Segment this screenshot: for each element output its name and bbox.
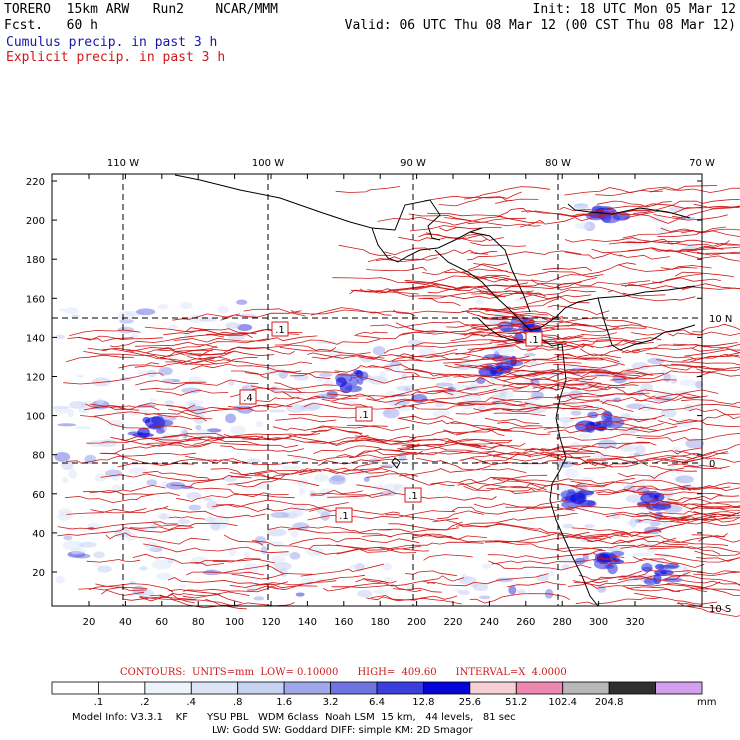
y-tick-label: 160 xyxy=(26,294,45,305)
x-tick-label: 240 xyxy=(480,617,499,628)
legend-color-box xyxy=(376,681,424,695)
y-tick-label: 220 xyxy=(26,177,45,188)
legend-unit: mm xyxy=(697,697,716,708)
legend-label: 204.8 xyxy=(595,697,624,708)
legend-label: .2 xyxy=(140,697,150,708)
legend-label: 3.2 xyxy=(323,697,339,708)
lat-label: 10 N xyxy=(709,314,732,325)
legend-color-box xyxy=(330,681,378,695)
x-tick-label: 40 xyxy=(119,617,132,628)
model-info-line1: Model Info: V3.3.1 KF YSU PBL WDM 6class… xyxy=(72,712,516,723)
y-tick-label: 100 xyxy=(26,412,45,423)
lon-label: 70 W xyxy=(689,158,715,169)
legend-label: 6.4 xyxy=(369,697,385,708)
cumulus-precip-label: Cumulus precip. in past 3 h xyxy=(6,35,218,50)
contour-value-label: .1 xyxy=(529,335,539,346)
x-tick-label: 180 xyxy=(371,617,390,628)
legend-color-box xyxy=(562,681,610,695)
legend-label: 1.6 xyxy=(276,697,292,708)
contour-labels: .1 .4 .1 .1 .1 .1 xyxy=(239,321,543,523)
contour-value-label: .4 xyxy=(243,393,253,404)
y-tick-label: 120 xyxy=(26,373,45,384)
x-tick-label: 280 xyxy=(553,617,572,628)
x-tick-label: 20 xyxy=(83,617,96,628)
x-tick-label: 320 xyxy=(625,617,644,628)
lon-label: 80 W xyxy=(545,158,571,169)
legend-color-box xyxy=(423,681,471,695)
lat-lon-grid xyxy=(52,174,702,606)
model-title: TORERO 15km ARW Run2 NCAR/MMM xyxy=(4,2,278,17)
y-tick-label: 20 xyxy=(32,568,45,579)
lat-label: 10 S xyxy=(709,604,731,615)
contour-value-label: .1 xyxy=(408,491,418,502)
x-tick-label: 200 xyxy=(407,617,426,628)
legend-color-box xyxy=(144,681,192,695)
coastlines xyxy=(174,174,696,607)
legend-label: 25.6 xyxy=(459,697,481,708)
forecast-hour: Fcst. 60 h xyxy=(4,18,98,33)
contour-info: CONTOURS: UNITS=mm LOW= 0.10000 HIGH= 40… xyxy=(120,667,567,678)
contour-value-label: .1 xyxy=(359,410,369,421)
explicit-precip-label: Explicit precip. in past 3 h xyxy=(6,50,226,65)
legend-color-box xyxy=(469,681,517,695)
lon-label: 90 W xyxy=(400,158,426,169)
legend-color-box xyxy=(608,681,656,695)
legend-label: 51.2 xyxy=(505,697,527,708)
precip-field xyxy=(51,185,740,617)
lon-label: 110 W xyxy=(107,158,139,169)
legend-label: .1 xyxy=(94,697,104,708)
legend-color-box xyxy=(190,681,239,695)
legend-label: 12.8 xyxy=(412,697,434,708)
init-time: Init: 18 UTC Mon 05 Mar 12 xyxy=(532,2,737,17)
x-tick-label: 100 xyxy=(225,617,244,628)
y-tick-label: 40 xyxy=(32,529,45,540)
legend-color-box xyxy=(51,681,99,695)
x-tick-label: 120 xyxy=(261,617,280,628)
x-tick-label: 80 xyxy=(192,617,205,628)
x-axis-ticks: 20 40 60 80 100 120 140 160 180 200 220 240 260 280 30… xyxy=(83,174,645,628)
legend-color-box xyxy=(655,681,703,695)
legend-color-box xyxy=(515,681,564,695)
x-tick-label: 300 xyxy=(589,617,608,628)
legend-label: 102.4 xyxy=(548,697,577,708)
legend-color-box xyxy=(283,681,331,695)
legend-label: .8 xyxy=(233,697,243,708)
x-tick-label: 140 xyxy=(298,617,317,628)
y-tick-label: 180 xyxy=(26,255,45,266)
legend-color-box xyxy=(98,681,146,695)
legend-label: .4 xyxy=(187,697,197,708)
x-tick-label: 160 xyxy=(334,617,353,628)
model-info-line2: LW: Godd SW: Goddard DIFF: simple KM: 2D… xyxy=(212,725,473,736)
color-legend: .1.2.4.8 1.6 3.2 6.4 12.8 25.6 51.2 102.4 204.8 … xyxy=(51,681,716,708)
y-tick-label: 80 xyxy=(32,451,45,462)
valid-time: Valid: 06 UTC Thu 08 Mar 12 (00 CST Thu … xyxy=(344,18,736,33)
legend-color-box xyxy=(237,681,285,695)
y-tick-label: 200 xyxy=(26,216,45,227)
y-tick-label: 140 xyxy=(26,333,45,344)
y-axis-ticks: 220 200 180 160 140 120 100 80 60 40 20 xyxy=(26,177,702,579)
contour-value-label: .1 xyxy=(275,325,285,336)
x-tick-label: 60 xyxy=(155,617,168,628)
x-tick-label: 220 xyxy=(443,617,462,628)
map-frame xyxy=(51,173,703,607)
x-tick-label: 260 xyxy=(516,617,535,628)
lon-label: 100 W xyxy=(252,158,284,169)
lat-label: 0 xyxy=(709,459,715,470)
contour-value-label: .1 xyxy=(339,511,349,522)
y-tick-label: 60 xyxy=(32,490,45,501)
